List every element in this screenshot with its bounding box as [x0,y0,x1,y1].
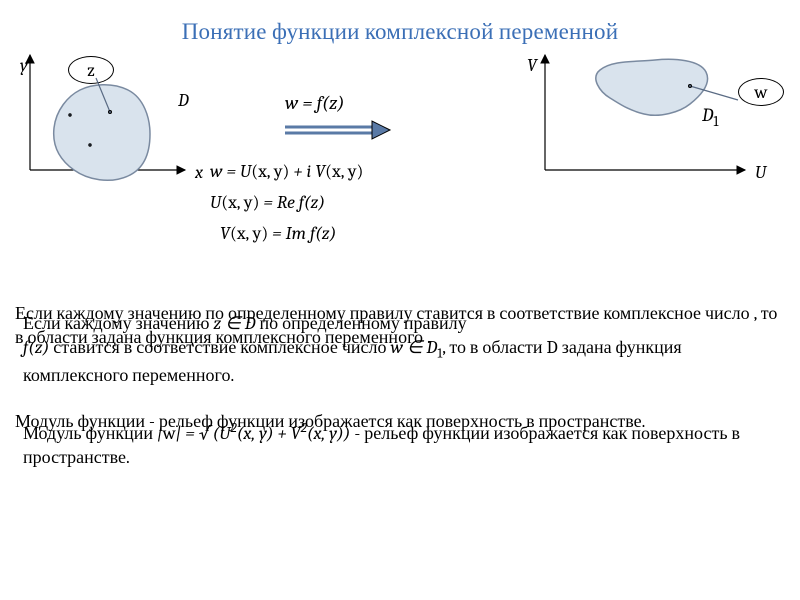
formula-u: U(x, y) = Re f(z) [210,189,363,218]
paragraph1-front: Если каждому значению z ∈ D по определен… [23,312,785,388]
formula-block: w = U(x, y) + i V(x, y) U(x, y) = Re f(z… [210,158,363,250]
diagram-svg [0,0,800,260]
slide: Понятие функции комплексной переменной y… [0,0,800,600]
formula-v: V(x, y) = Im f(z) [220,220,363,249]
paragraph2-front: Модуль функции |w| = √(U2(x, y) + V2(x, … [23,420,785,471]
left-blob-icon [54,85,150,181]
formula-w: w = U(x, y) + i V(x, y) [210,158,363,187]
map-arrow-icon [285,121,390,139]
